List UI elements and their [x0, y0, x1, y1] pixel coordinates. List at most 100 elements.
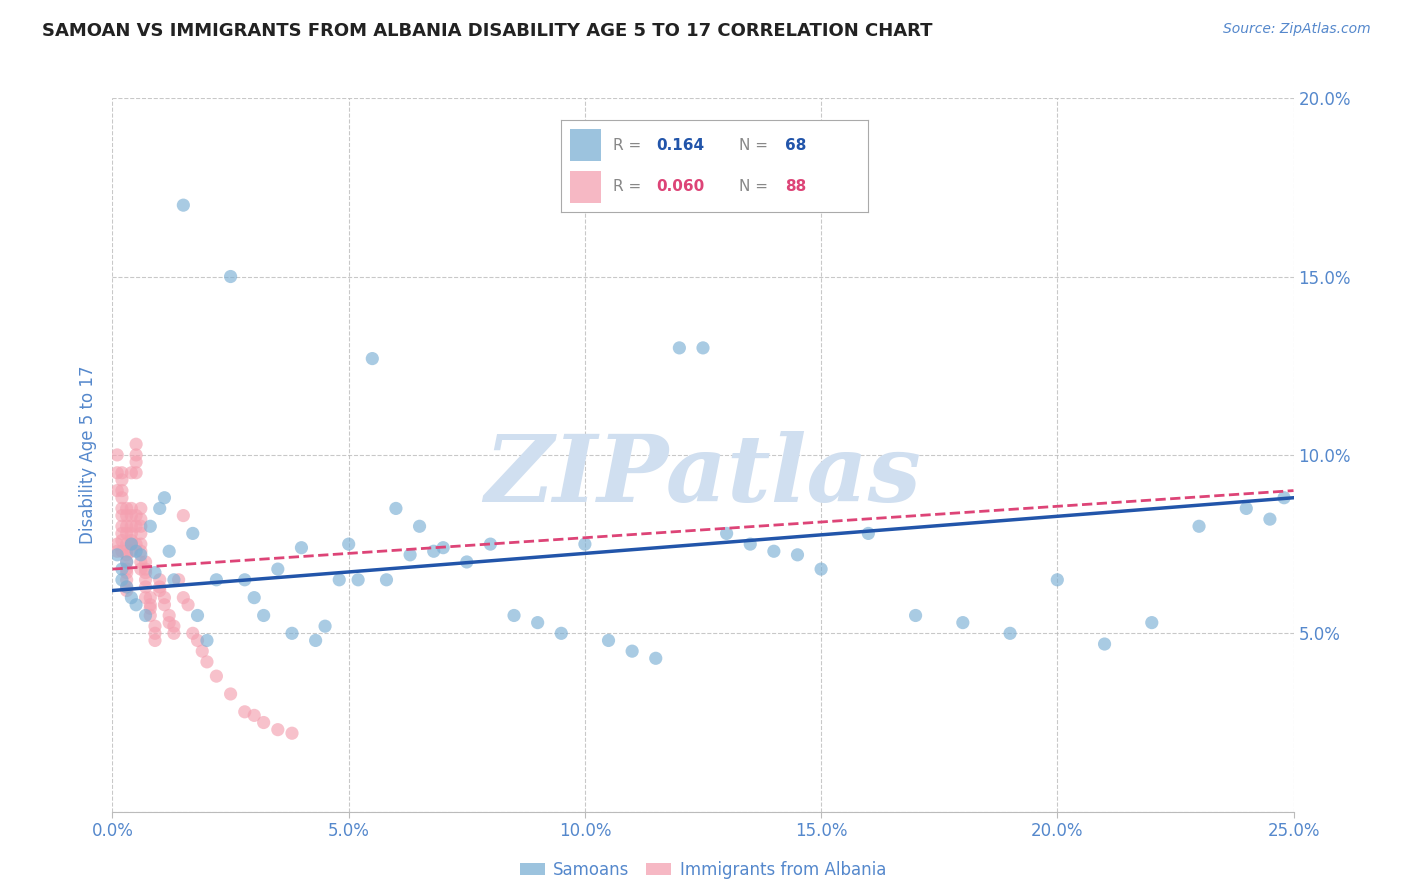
- Point: [111, 473, 134, 487]
- Point: [111, 544, 134, 558]
- Point: [786, 548, 808, 562]
- Point: [129, 526, 152, 541]
- Point: [479, 537, 502, 551]
- Point: [129, 548, 152, 562]
- Point: [111, 573, 134, 587]
- Point: [328, 573, 350, 587]
- Point: [111, 491, 134, 505]
- Point: [167, 573, 190, 587]
- Point: [205, 669, 228, 683]
- Point: [115, 508, 138, 523]
- Point: [153, 591, 176, 605]
- Point: [135, 562, 157, 576]
- Point: [243, 591, 266, 605]
- Point: [195, 633, 218, 648]
- Point: [115, 537, 138, 551]
- Point: [120, 544, 142, 558]
- Point: [153, 598, 176, 612]
- Point: [115, 548, 138, 562]
- Point: [157, 615, 180, 630]
- Point: [290, 541, 312, 555]
- Point: [281, 626, 304, 640]
- Point: [1234, 501, 1257, 516]
- Point: [267, 562, 290, 576]
- Point: [120, 508, 142, 523]
- Point: [172, 198, 194, 212]
- Point: [716, 526, 738, 541]
- Point: [1046, 573, 1069, 587]
- Point: [105, 448, 128, 462]
- Point: [111, 466, 134, 480]
- Point: [135, 608, 157, 623]
- Point: [129, 555, 152, 569]
- Point: [125, 508, 148, 523]
- Point: [120, 533, 142, 548]
- Point: [149, 573, 172, 587]
- Point: [111, 562, 134, 576]
- Point: [408, 519, 430, 533]
- Point: [1140, 615, 1163, 630]
- Point: [205, 573, 228, 587]
- Point: [337, 537, 360, 551]
- Point: [115, 519, 138, 533]
- Point: [135, 573, 157, 587]
- Point: [163, 626, 186, 640]
- Point: [281, 726, 304, 740]
- Point: [858, 526, 880, 541]
- Point: [952, 615, 974, 630]
- Point: [762, 544, 785, 558]
- Point: [998, 626, 1021, 640]
- Point: [172, 591, 194, 605]
- Point: [1188, 519, 1211, 533]
- Point: [219, 687, 242, 701]
- Point: [120, 591, 142, 605]
- Point: [668, 341, 690, 355]
- Point: [233, 705, 256, 719]
- Point: [120, 537, 142, 551]
- Point: [120, 501, 142, 516]
- Point: [115, 544, 138, 558]
- Point: [115, 583, 138, 598]
- Point: [904, 608, 927, 623]
- Point: [163, 573, 186, 587]
- Point: [135, 580, 157, 594]
- Point: [181, 526, 204, 541]
- Point: [125, 519, 148, 533]
- Point: [111, 508, 134, 523]
- Point: [163, 619, 186, 633]
- Point: [125, 448, 148, 462]
- Point: [598, 633, 620, 648]
- Point: [111, 533, 134, 548]
- Point: [129, 562, 152, 576]
- Point: [195, 655, 218, 669]
- Point: [177, 598, 200, 612]
- Point: [125, 466, 148, 480]
- Point: [129, 519, 152, 533]
- Point: [115, 580, 138, 594]
- Point: [692, 341, 714, 355]
- Point: [125, 437, 148, 451]
- Point: [115, 501, 138, 516]
- Point: [143, 619, 166, 633]
- Point: [125, 544, 148, 558]
- Point: [105, 537, 128, 551]
- Point: [621, 644, 644, 658]
- Text: SAMOAN VS IMMIGRANTS FROM ALBANIA DISABILITY AGE 5 TO 17 CORRELATION CHART: SAMOAN VS IMMIGRANTS FROM ALBANIA DISABI…: [42, 22, 932, 40]
- Point: [115, 562, 138, 576]
- Point: [267, 723, 290, 737]
- Point: [105, 483, 128, 498]
- Point: [432, 541, 454, 555]
- Point: [574, 537, 596, 551]
- Point: [810, 562, 832, 576]
- Point: [191, 644, 214, 658]
- Point: [550, 626, 572, 640]
- Point: [233, 573, 256, 587]
- Point: [120, 466, 142, 480]
- Point: [157, 608, 180, 623]
- Point: [253, 715, 276, 730]
- Point: [422, 544, 444, 558]
- Point: [125, 598, 148, 612]
- Point: [129, 544, 152, 558]
- Point: [1094, 637, 1116, 651]
- Point: [111, 526, 134, 541]
